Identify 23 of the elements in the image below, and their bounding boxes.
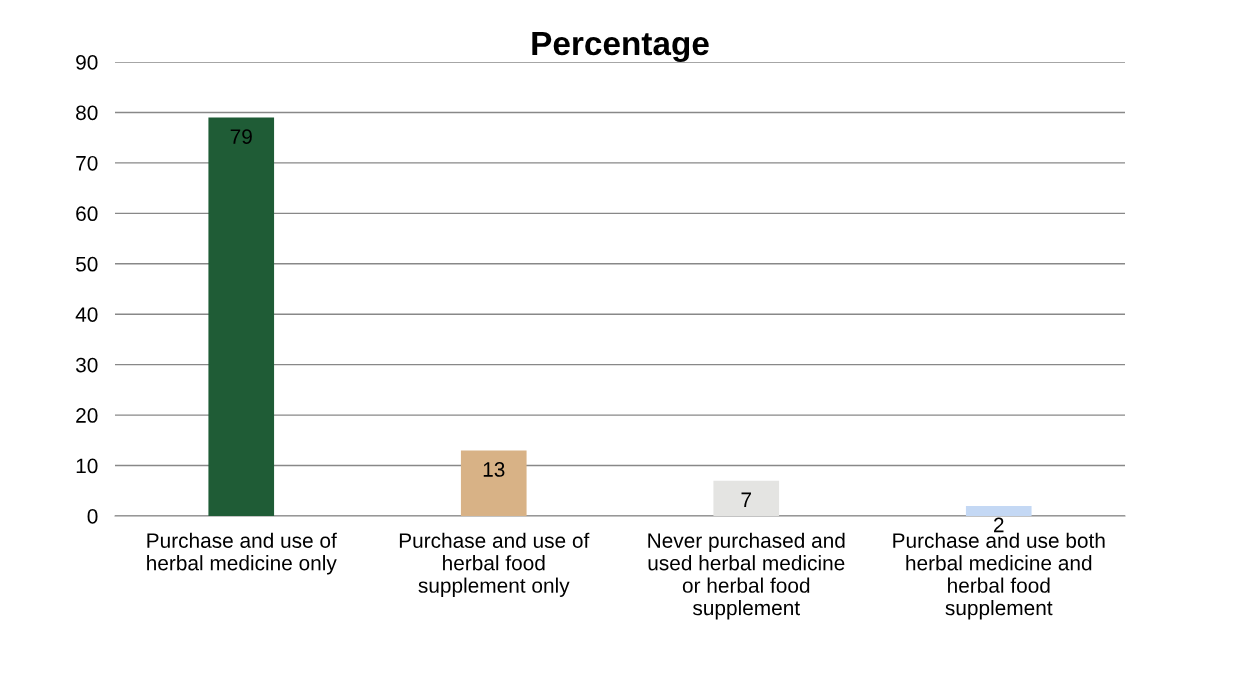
x-tick-label: Purchase and use both herbal medicine and herbal food supplement (893, 532, 1105, 620)
y-tick-label: 40 (75, 307, 98, 322)
y-tick-label: 60 (76, 206, 98, 222)
bar (208, 117, 275, 516)
y-tick-label: 90 (76, 55, 98, 70)
data-label: 7 (741, 492, 751, 507)
data-label: 79 (230, 129, 252, 144)
data-label: 2 (994, 517, 1004, 533)
y-tick-label: 70 (76, 155, 98, 171)
y-tick-label: 30 (75, 357, 98, 373)
x-tick-label: Purchase and use of herbal food supplement only (399, 532, 590, 597)
chart-title: Percentage (532, 32, 709, 62)
x-tick-label: Never purchased and used herbal medicine or herbal food supplement (648, 532, 845, 620)
y-tick-label: 20 (76, 408, 98, 423)
bar (460, 450, 527, 516)
data-label: 13 (483, 462, 505, 477)
y-tick-label: 50 (76, 256, 98, 272)
bar (965, 505, 1032, 516)
bar (713, 480, 780, 516)
y-tick-label: 10 (76, 458, 98, 474)
x-tick-label: Purchase and use of herbal medicine only (147, 532, 337, 575)
y-tick-label: 0 (87, 509, 98, 524)
y-tick-label: 80 (76, 105, 98, 121)
